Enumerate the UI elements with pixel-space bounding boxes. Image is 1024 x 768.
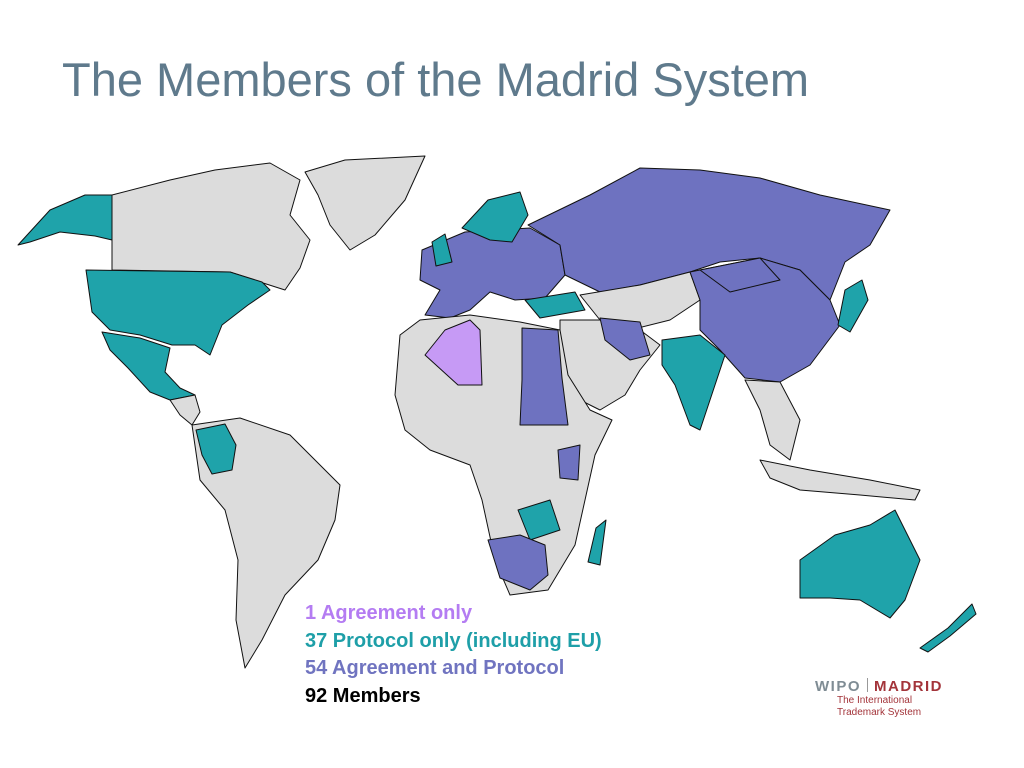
- slide-title: The Members of the Madrid System: [62, 53, 810, 106]
- mongolia: [699, 257, 781, 293]
- australia: [799, 509, 921, 619]
- legend-entry: 54 Agreement and Protocol: [305, 657, 565, 679]
- south-america: [191, 417, 341, 669]
- new-zealand: [919, 603, 977, 653]
- logo-divider: [867, 678, 868, 692]
- logo-wordmark: WIPO MADRID: [815, 678, 943, 695]
- usa: [85, 269, 271, 356]
- alaska: [17, 194, 113, 246]
- logo-subtitle: The International: [837, 695, 913, 706]
- egypt-sudan: [519, 327, 569, 426]
- india: [661, 334, 726, 431]
- southern-africa: [487, 534, 549, 591]
- scandinavia: [461, 191, 529, 243]
- southeast-asia: [744, 379, 801, 461]
- zambia: [517, 499, 561, 541]
- europe: [419, 227, 566, 319]
- japan: [837, 279, 869, 333]
- greenland: [304, 155, 426, 251]
- central-america: [169, 394, 201, 426]
- indonesia: [759, 459, 921, 501]
- madagascar: [587, 519, 607, 566]
- legend: 1 Agreement only 37 Protocol only (includ…: [305, 600, 602, 710]
- logo: WIPO MADRID The International Trademark S…: [815, 678, 943, 719]
- legend-entry: 1 Agreement only: [305, 602, 473, 624]
- logo-madrid: MADRID: [874, 678, 943, 695]
- uk: [431, 233, 453, 267]
- iran: [599, 317, 651, 361]
- legend-entry: 37 Protocol only (including EU): [305, 629, 602, 652]
- legend-entry: 92 Members: [305, 684, 421, 707]
- logo-wipo: WIPO: [815, 678, 861, 695]
- kenya: [557, 444, 581, 481]
- logo-subtitle: Trademark System: [837, 707, 922, 718]
- turkey: [524, 291, 586, 319]
- algeria: [424, 319, 483, 386]
- world-map: [17, 155, 977, 669]
- colombia: [195, 423, 237, 475]
